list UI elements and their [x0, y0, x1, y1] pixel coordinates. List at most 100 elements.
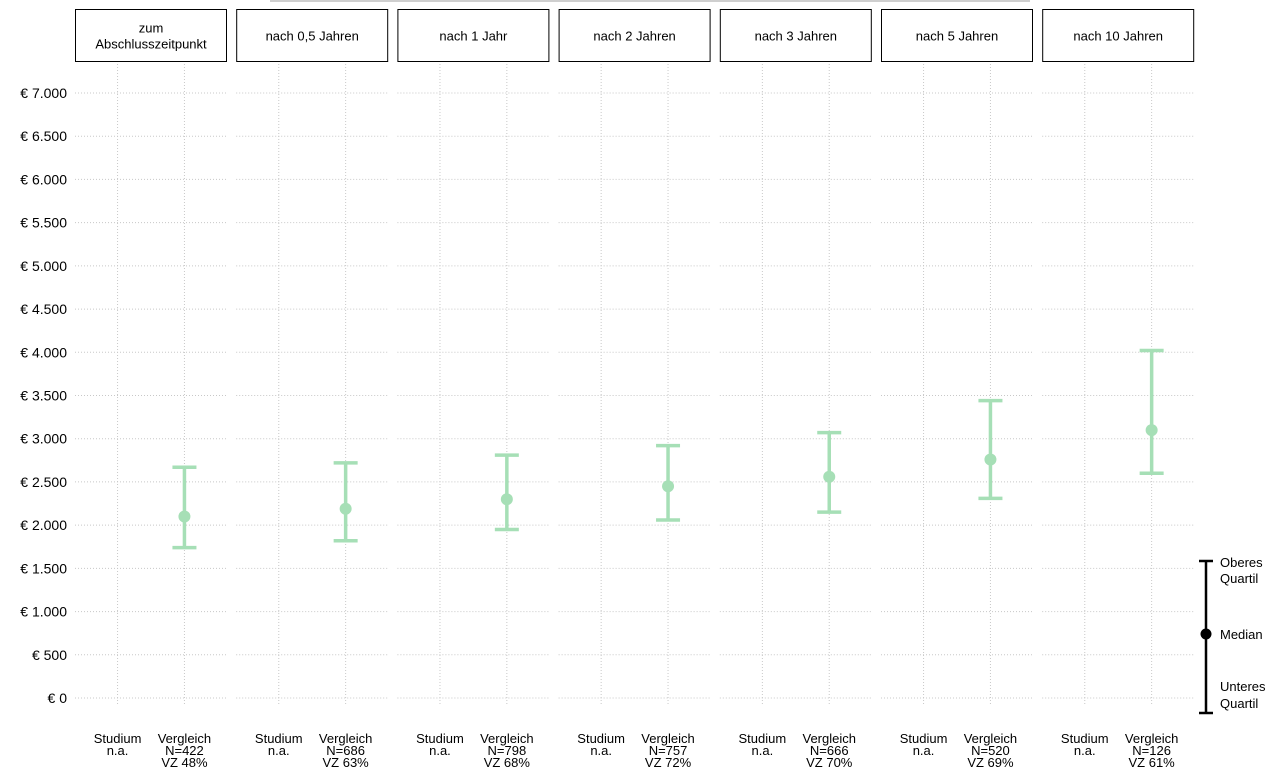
gridlines — [881, 64, 1033, 706]
studium-label-line: n.a. — [429, 743, 451, 758]
facet-label: nach 1 Jahr — [439, 29, 508, 44]
y-tick-label: € 1.500 — [20, 560, 67, 576]
median-point — [339, 502, 352, 515]
y-tick-label: € 5.500 — [20, 215, 67, 231]
legend-upper-label: Oberes Quartil — [1220, 555, 1263, 586]
y-axis: € 0 € 500 € 1.000 € 1.500 € 2.000 € 2.500 € 3.… — [20, 85, 67, 706]
vergleich-label-line: Vergleich — [964, 731, 1017, 746]
y-tick-label: € 3.500 — [20, 388, 67, 404]
y-tick-label: € 4.500 — [20, 301, 67, 317]
title-fragment — [270, 0, 1030, 2]
gridlines — [236, 64, 389, 706]
median-point — [984, 453, 997, 466]
gridlines — [1042, 64, 1195, 706]
vergleich-label-line: VZ 68% — [484, 755, 531, 770]
median-point — [662, 480, 675, 493]
median-point — [823, 470, 836, 483]
facet-label-line: nach 1 Jahr — [439, 29, 508, 44]
facet-label-line: nach 3 Jahren — [755, 29, 837, 44]
vergleich-label-line: VZ 48% — [161, 755, 208, 770]
legend-median-label-line: Median — [1220, 627, 1263, 642]
y-tick-label: € 6.000 — [20, 171, 67, 187]
vergleich-label-line: N=686 — [326, 743, 365, 758]
vergleich-label-line: Vergleich — [802, 731, 855, 746]
legend-median-label: Median — [1220, 627, 1263, 642]
studium-label-line: n.a. — [752, 743, 774, 758]
vergleich-label-line: Vergleich — [1125, 731, 1178, 746]
studium-label-line: Studium — [94, 731, 142, 746]
gridlines — [558, 64, 711, 706]
vergleich-label: Vergleich N=666 VZ 70% — [802, 731, 855, 770]
facet-panel: nach 1 Jahr Studium n.a. Vergleich N=798 VZ 6… — [397, 9, 550, 770]
vergleich-label-line: N=422 — [165, 743, 204, 758]
facet-strip — [1042, 9, 1195, 62]
studium-label-line: Studium — [900, 731, 948, 746]
vergleich-label: Vergleich N=520 VZ 69% — [964, 731, 1017, 770]
studium-label-line: Studium — [255, 731, 303, 746]
legend-lower-label-line: Unteres — [1220, 679, 1266, 694]
legend-lower-label-line: Quartil — [1220, 696, 1258, 711]
median-point — [1145, 424, 1158, 437]
studium-label-line: Studium — [739, 731, 787, 746]
facet-label: nach 0,5 Jahren — [266, 29, 359, 44]
y-tick-label: € 2.500 — [20, 474, 67, 490]
vergleich-label-line: VZ 61% — [1129, 755, 1176, 770]
legend-median-dot — [1200, 628, 1212, 640]
facet-strip — [719, 9, 872, 62]
facet-label: nach 2 Jahren — [593, 29, 675, 44]
vergleich-label-line: N=757 — [649, 743, 688, 758]
studium-label: Studium n.a. — [900, 731, 948, 758]
facet-label-line: nach 0,5 Jahren — [266, 29, 359, 44]
gridlines — [75, 64, 227, 706]
error-bar — [494, 453, 519, 532]
legend-upper-label-line: Quartil — [1220, 571, 1258, 586]
vergleich-label-line: VZ 69% — [967, 755, 1014, 770]
studium-label-line: n.a. — [913, 743, 935, 758]
studium-label: Studium n.a. — [739, 731, 787, 758]
error-bar — [817, 430, 842, 514]
vergleich-label-line: Vergleich — [319, 731, 372, 746]
vergleich-label: Vergleich N=798 VZ 68% — [480, 731, 533, 770]
gridlines — [719, 64, 872, 706]
error-bar — [333, 461, 358, 543]
legend-lower-label: Unteres Quartil — [1220, 679, 1266, 711]
studium-label: Studium n.a. — [255, 731, 303, 758]
y-tick-label: € 0 — [48, 690, 68, 706]
facet-label-line: Abschlusszeitpunkt — [95, 37, 207, 52]
error-bar — [172, 465, 197, 550]
y-tick-label: € 7.000 — [20, 85, 67, 101]
facet-panel: zum Abschlusszeitpunkt Studium n.a. Vergleic… — [75, 9, 227, 770]
facet-label: zum Abschlusszeitpunkt — [95, 21, 207, 52]
vergleich-label-line: N=520 — [971, 743, 1010, 758]
vergleich-label-line: VZ 70% — [806, 755, 853, 770]
studium-label-line: n.a. — [590, 743, 612, 758]
facet-strip — [881, 9, 1033, 62]
median-point — [500, 493, 513, 506]
y-tick-label: € 6.500 — [20, 128, 67, 144]
y-tick-label: € 5.000 — [20, 258, 67, 274]
facet-strip — [397, 9, 550, 62]
median-point — [178, 510, 191, 523]
vergleich-label: Vergleich N=757 VZ 72% — [641, 731, 694, 770]
legend-upper-label-line: Oberes — [1220, 555, 1263, 570]
y-tick-label: € 1.000 — [20, 604, 67, 620]
studium-label-line: Studium — [577, 731, 625, 746]
studium-label: Studium n.a. — [94, 731, 142, 758]
facet-label-line: nach 2 Jahren — [593, 29, 675, 44]
studium-label: Studium n.a. — [1061, 731, 1109, 758]
vergleich-label-line: N=126 — [1132, 743, 1171, 758]
error-bar — [1139, 348, 1164, 476]
facet-panel: nach 0,5 Jahren Studium n.a. Vergleich N=686… — [236, 9, 389, 770]
facet-strip — [236, 9, 389, 62]
facet-label: nach 5 Jahren — [916, 29, 998, 44]
y-tick-label: € 3.000 — [20, 431, 67, 447]
vergleich-label-line: Vergleich — [158, 731, 211, 746]
studium-label: Studium n.a. — [416, 731, 464, 758]
studium-label-line: n.a. — [268, 743, 290, 758]
facet-label-line: nach 10 Jahren — [1073, 29, 1163, 44]
vergleich-label: Vergleich N=422 VZ 48% — [158, 731, 211, 770]
studium-label-line: n.a. — [1074, 743, 1096, 758]
